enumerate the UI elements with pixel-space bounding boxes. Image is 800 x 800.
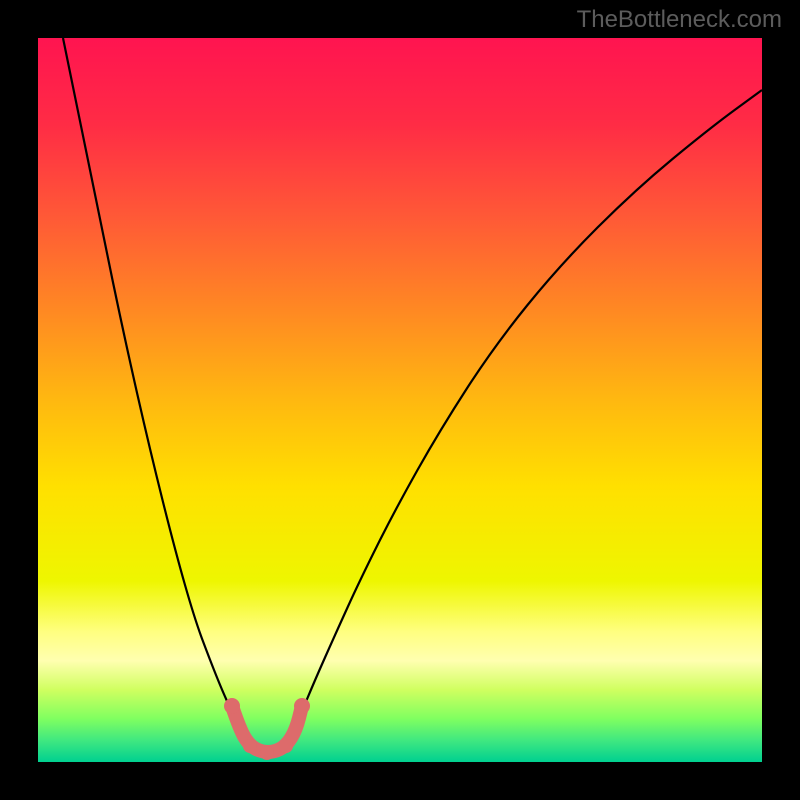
- optimal-range-dot: [294, 698, 310, 714]
- optimal-range-dot: [279, 739, 293, 753]
- chart-container: TheBottleneck.com: [0, 0, 800, 800]
- optimal-range-dot: [243, 739, 257, 753]
- gradient-background: [38, 38, 762, 762]
- optimal-range-dot: [260, 746, 274, 760]
- optimal-range-dot: [224, 698, 240, 714]
- bottleneck-chart: [0, 0, 800, 800]
- watermark-text: TheBottleneck.com: [577, 6, 782, 34]
